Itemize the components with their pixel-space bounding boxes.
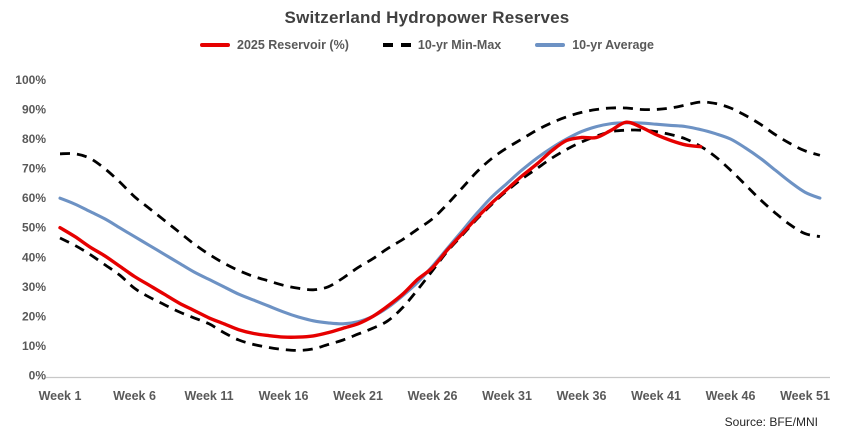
y-tick-label: 50% bbox=[22, 221, 46, 235]
legend-label: 10-yr Average bbox=[572, 38, 654, 52]
y-tick-label: 0% bbox=[29, 369, 47, 383]
x-tick-label: Week 46 bbox=[706, 389, 756, 403]
y-tick-label: 60% bbox=[22, 191, 46, 205]
chart-legend: 2025 Reservoir (%) 10-yr Min-Max 10-yr A… bbox=[0, 38, 854, 52]
y-tick-label: 90% bbox=[22, 102, 46, 116]
series-line-10-yr-average bbox=[58, 121, 822, 326]
y-tick-label: 20% bbox=[22, 309, 46, 323]
legend-label: 2025 Reservoir (%) bbox=[237, 38, 349, 52]
legend-label: 10-yr Min-Max bbox=[417, 38, 502, 52]
x-tick-label: Week 1 bbox=[39, 389, 82, 403]
y-tick-label: 70% bbox=[22, 162, 46, 176]
y-tick-label: 100% bbox=[15, 73, 46, 87]
legend-item-min-max: 10-yr Min-Max bbox=[382, 38, 502, 52]
blue-line-swatch-icon bbox=[535, 43, 566, 47]
x-tick-label: Week 31 bbox=[482, 389, 532, 403]
series-line-10-yr-max bbox=[59, 100, 821, 292]
y-tick-label: 40% bbox=[22, 250, 46, 264]
y-tick-label: 10% bbox=[22, 339, 46, 353]
x-tick-label: Week 41 bbox=[631, 389, 681, 403]
x-tick-label: Week 51 bbox=[780, 389, 830, 403]
black-dashed-swatch-icon bbox=[382, 42, 411, 48]
series-line-2025-reservoir- bbox=[58, 120, 703, 339]
legend-item-average: 10-yr Average bbox=[535, 38, 654, 52]
series-line-10-yr-min bbox=[59, 128, 821, 352]
red-line-swatch-icon bbox=[200, 43, 230, 47]
legend-item-2025-reservoir: 2025 Reservoir (%) bbox=[200, 38, 349, 52]
x-tick-label: Week 36 bbox=[557, 389, 607, 403]
y-tick-label: 30% bbox=[22, 280, 46, 294]
source-note: Source: BFE/MNI bbox=[724, 415, 818, 429]
x-tick-label: Week 16 bbox=[259, 389, 309, 403]
x-tick-label: Week 6 bbox=[113, 389, 156, 403]
x-tick-label: Week 26 bbox=[408, 389, 458, 403]
chart-title: Switzerland Hydropower Reserves bbox=[284, 8, 570, 27]
x-tick-label: Week 11 bbox=[184, 389, 233, 403]
x-tick-label: Week 21 bbox=[333, 389, 383, 403]
y-tick-label: 80% bbox=[22, 132, 46, 146]
